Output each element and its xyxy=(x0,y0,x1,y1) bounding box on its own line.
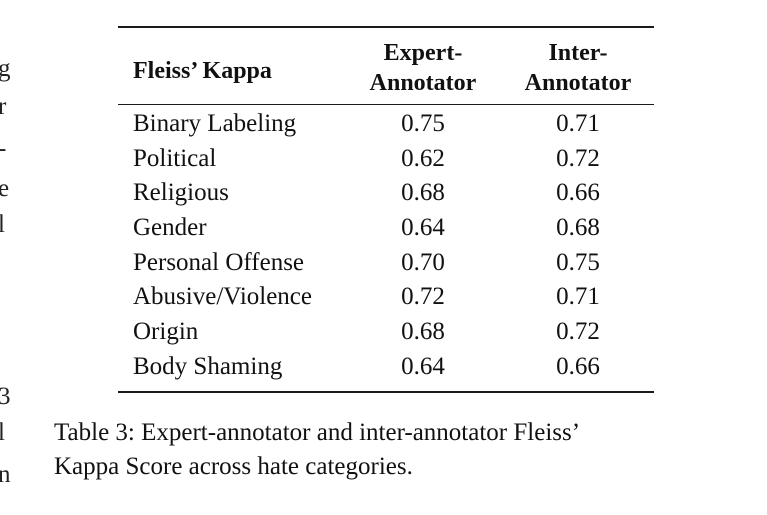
table-bottom-rule xyxy=(118,390,654,393)
margin-fragment: l xyxy=(0,419,5,446)
header-expert-line1: Expert- xyxy=(383,40,463,66)
inter-score-cell: 0.75 xyxy=(556,248,600,276)
expert-score-cell: 0.68 xyxy=(401,179,445,207)
header-inter-annotator: Inter- Annotator xyxy=(498,38,658,98)
header-expert-annotator: Expert- Annotator xyxy=(348,38,498,98)
margin-fragment: 3 xyxy=(0,383,11,410)
header-inter-line2: Annotator xyxy=(524,70,632,96)
margin-fragment: r xyxy=(0,93,7,120)
header-fleiss-kappa: Fleiss’ Kappa xyxy=(133,58,272,84)
margin-fragment: n xyxy=(0,461,11,488)
inter-score-cell: 0.72 xyxy=(556,144,600,172)
expert-score-cell: 0.62 xyxy=(401,144,445,172)
inter-score-cell: 0.71 xyxy=(556,283,600,311)
table-row: Religious 0.68 0.66 xyxy=(118,176,654,211)
inter-score-cell: 0.66 xyxy=(556,179,600,207)
table-top-rule xyxy=(118,26,654,28)
table-row: Abusive/Violence 0.72 0.71 xyxy=(118,280,654,315)
category-cell: Personal Offense xyxy=(133,248,305,276)
category-cell: Binary Labeling xyxy=(133,110,297,137)
table-caption: Table 3: Expert-annotator and inter-anno… xyxy=(54,416,724,484)
table-row: Gender 0.64 0.68 xyxy=(118,211,654,246)
expert-score-cell: 0.75 xyxy=(401,110,445,137)
category-cell: Gender xyxy=(133,214,207,242)
caption-line-2: Kappa Score across hate categories. xyxy=(54,453,413,480)
inter-score-cell: 0.66 xyxy=(556,352,600,380)
table-row: Body Shaming 0.64 0.66 xyxy=(118,350,654,385)
table-header: Fleiss’ Kappa Expert- Annotator Inter- A… xyxy=(118,28,654,104)
expert-score-cell: 0.68 xyxy=(401,318,445,346)
header-expert-line2: Annotator xyxy=(369,70,477,96)
margin-fragment: g xyxy=(0,55,11,82)
inter-score-cell: 0.68 xyxy=(556,214,600,242)
header-inter-line1: Inter- xyxy=(548,40,608,66)
inter-score-cell: 0.71 xyxy=(556,110,600,137)
category-cell: Origin xyxy=(133,318,199,346)
margin-fragment: l xyxy=(0,211,5,238)
category-cell: Political xyxy=(133,144,217,172)
margin-fragment: e xyxy=(0,175,10,202)
expert-score-cell: 0.70 xyxy=(401,248,445,276)
category-cell: Religious xyxy=(133,179,229,207)
category-cell: Abusive/Violence xyxy=(133,283,313,311)
inter-score-cell: 0.72 xyxy=(556,318,600,346)
table-row: Political 0.62 0.72 xyxy=(118,142,654,177)
margin-fragment: - xyxy=(0,136,6,161)
expert-score-cell: 0.64 xyxy=(401,214,445,242)
kappa-table: Fleiss’ Kappa Expert- Annotator Inter- A… xyxy=(118,26,654,393)
expert-score-cell: 0.72 xyxy=(401,283,445,311)
table-row: Personal Offense 0.70 0.75 xyxy=(118,246,654,281)
table-body: Binary Labeling 0.75 0.71 Political 0.62… xyxy=(118,105,654,391)
caption-line-1: Table 3: Expert-annotator and inter-anno… xyxy=(54,419,581,446)
table-header-rule xyxy=(118,104,654,105)
expert-score-cell: 0.64 xyxy=(401,352,445,380)
category-cell: Body Shaming xyxy=(133,352,283,380)
table-row: Origin 0.68 0.72 xyxy=(118,315,654,350)
table-row: Binary Labeling 0.75 0.71 xyxy=(118,107,654,142)
